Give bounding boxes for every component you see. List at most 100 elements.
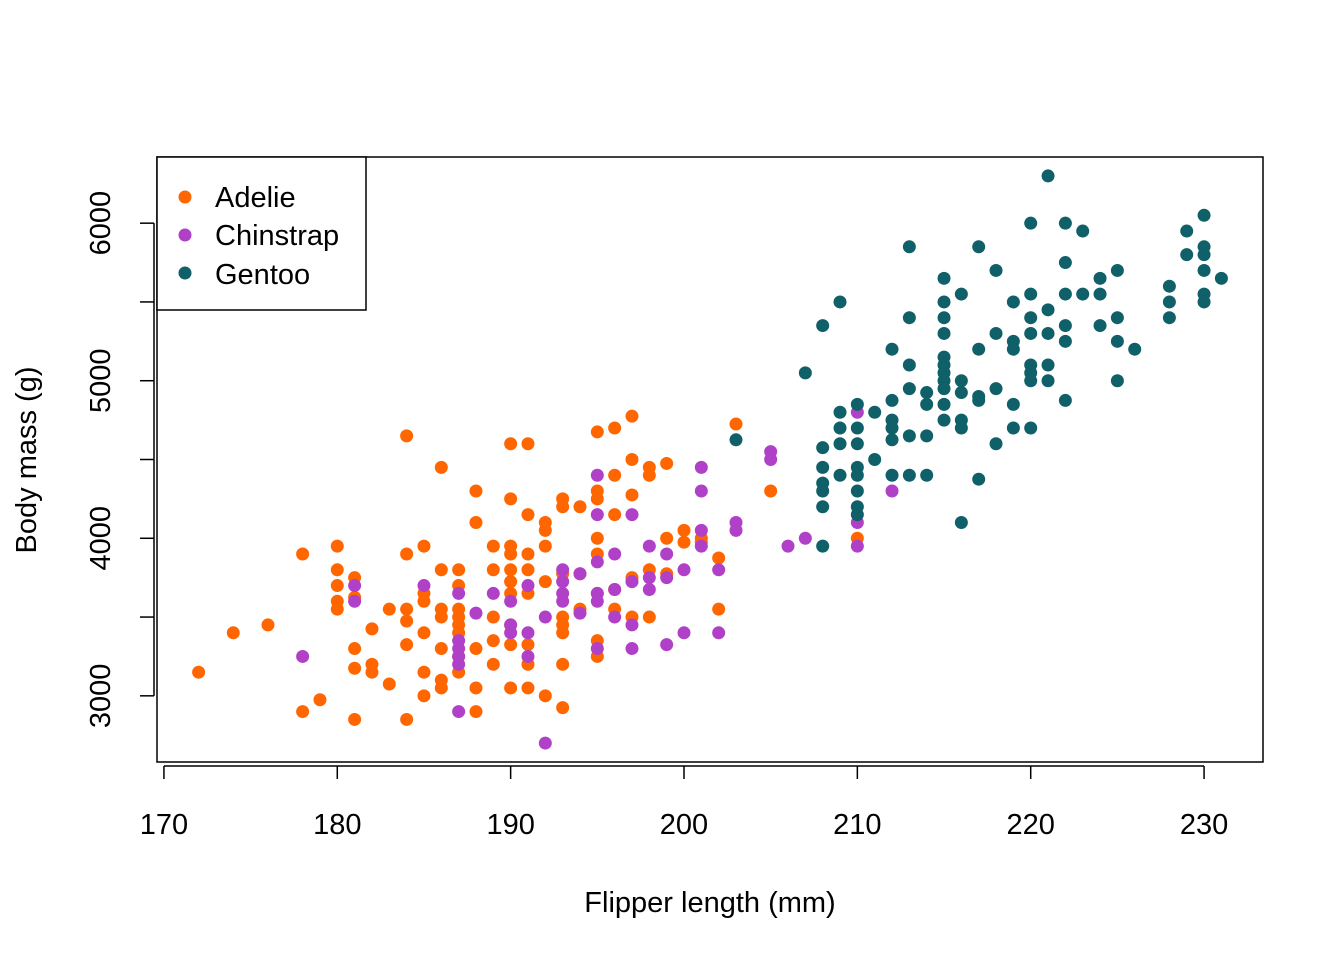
data-point-gentoo bbox=[937, 413, 951, 427]
data-point-adelie bbox=[192, 665, 206, 679]
data-point-gentoo bbox=[920, 386, 934, 400]
y-tick-label: 5000 bbox=[85, 348, 117, 413]
data-point-chinstrap bbox=[712, 626, 726, 640]
data-point-gentoo bbox=[1006, 397, 1020, 411]
data-point-adelie bbox=[660, 531, 674, 545]
data-point-adelie bbox=[417, 689, 431, 703]
data-point-gentoo bbox=[1041, 169, 1055, 183]
data-point-adelie bbox=[400, 429, 414, 443]
data-point-gentoo bbox=[833, 437, 847, 451]
data-point-adelie bbox=[400, 614, 414, 628]
data-point-adelie bbox=[573, 500, 587, 514]
data-point-chinstrap bbox=[642, 582, 656, 596]
x-tick-label: 230 bbox=[1180, 809, 1228, 841]
data-point-gentoo bbox=[798, 366, 812, 380]
data-point-gentoo bbox=[816, 500, 830, 514]
data-point-adelie bbox=[400, 547, 414, 561]
data-point-adelie bbox=[625, 409, 639, 423]
data-point-adelie bbox=[521, 437, 535, 451]
data-point-adelie bbox=[417, 594, 431, 608]
data-point-adelie bbox=[504, 681, 518, 695]
data-point-gentoo bbox=[1076, 224, 1090, 238]
data-point-gentoo bbox=[1197, 248, 1211, 262]
legend-marker-gentoo bbox=[178, 266, 192, 280]
data-point-gentoo bbox=[937, 295, 951, 309]
data-point-gentoo bbox=[1180, 224, 1194, 238]
data-point-adelie bbox=[486, 563, 500, 577]
data-point-chinstrap bbox=[469, 606, 483, 620]
data-point-adelie bbox=[452, 563, 466, 577]
data-point-gentoo bbox=[729, 433, 743, 447]
data-point-gentoo bbox=[850, 484, 864, 498]
data-point-gentoo bbox=[1197, 263, 1211, 277]
data-point-gentoo bbox=[1041, 374, 1055, 388]
data-point-adelie bbox=[764, 484, 778, 498]
data-point-chinstrap bbox=[885, 484, 899, 498]
data-point-gentoo bbox=[833, 421, 847, 435]
data-point-chinstrap bbox=[712, 563, 726, 577]
data-point-adelie bbox=[348, 661, 362, 675]
data-point-gentoo bbox=[1162, 295, 1176, 309]
data-point-gentoo bbox=[1110, 311, 1124, 325]
data-point-gentoo bbox=[937, 271, 951, 285]
data-point-adelie bbox=[521, 681, 535, 695]
data-point-gentoo bbox=[885, 468, 899, 482]
data-point-gentoo bbox=[1006, 295, 1020, 309]
data-point-gentoo bbox=[868, 405, 882, 419]
data-point-gentoo bbox=[989, 326, 1003, 340]
data-point-chinstrap bbox=[521, 579, 535, 593]
data-point-gentoo bbox=[954, 386, 968, 400]
data-point-gentoo bbox=[937, 326, 951, 340]
data-point-adelie bbox=[330, 539, 344, 553]
data-point-gentoo bbox=[902, 468, 916, 482]
y-tick-label: 6000 bbox=[85, 191, 117, 256]
data-point-gentoo bbox=[902, 311, 916, 325]
data-point-gentoo bbox=[902, 429, 916, 443]
data-point-gentoo bbox=[1058, 216, 1072, 230]
legend-box bbox=[156, 156, 367, 311]
data-point-gentoo bbox=[885, 342, 899, 356]
data-point-chinstrap bbox=[625, 642, 639, 656]
data-point-adelie bbox=[417, 626, 431, 640]
data-point-adelie bbox=[504, 638, 518, 652]
data-point-gentoo bbox=[1041, 303, 1055, 317]
data-point-adelie bbox=[434, 610, 448, 624]
data-point-adelie bbox=[382, 602, 396, 616]
data-point-chinstrap bbox=[556, 575, 570, 589]
data-point-gentoo bbox=[972, 240, 986, 254]
data-point-gentoo bbox=[850, 437, 864, 451]
data-point-chinstrap bbox=[660, 547, 674, 561]
x-tick-label: 210 bbox=[833, 809, 881, 841]
data-point-gentoo bbox=[833, 468, 847, 482]
data-point-chinstrap bbox=[573, 567, 587, 581]
legend-label-adelie: Adelie bbox=[215, 182, 296, 214]
data-point-chinstrap bbox=[625, 618, 639, 632]
data-point-chinstrap bbox=[348, 594, 362, 608]
data-point-adelie bbox=[469, 516, 483, 530]
data-point-adelie bbox=[469, 642, 483, 656]
data-point-adelie bbox=[330, 563, 344, 577]
data-point-gentoo bbox=[1024, 421, 1038, 435]
x-tick-label: 220 bbox=[1007, 809, 1055, 841]
data-point-gentoo bbox=[1058, 319, 1072, 333]
data-point-adelie bbox=[365, 622, 379, 636]
y-tick-label: 4000 bbox=[85, 506, 117, 571]
data-point-gentoo bbox=[937, 311, 951, 325]
data-point-gentoo bbox=[850, 421, 864, 435]
x-axis-title: Flipper length (mm) bbox=[584, 887, 835, 919]
data-point-adelie bbox=[729, 417, 743, 431]
data-point-adelie bbox=[608, 468, 622, 482]
data-point-gentoo bbox=[989, 437, 1003, 451]
data-point-chinstrap bbox=[573, 606, 587, 620]
data-point-gentoo bbox=[816, 441, 830, 455]
x-tick-label: 170 bbox=[140, 809, 188, 841]
data-point-gentoo bbox=[1058, 287, 1072, 301]
data-point-gentoo bbox=[1110, 263, 1124, 277]
data-point-chinstrap bbox=[781, 539, 795, 553]
data-point-adelie bbox=[469, 681, 483, 695]
data-point-adelie bbox=[521, 547, 535, 561]
data-point-adelie bbox=[400, 602, 414, 616]
data-point-adelie bbox=[608, 421, 622, 435]
data-point-chinstrap bbox=[538, 736, 552, 750]
